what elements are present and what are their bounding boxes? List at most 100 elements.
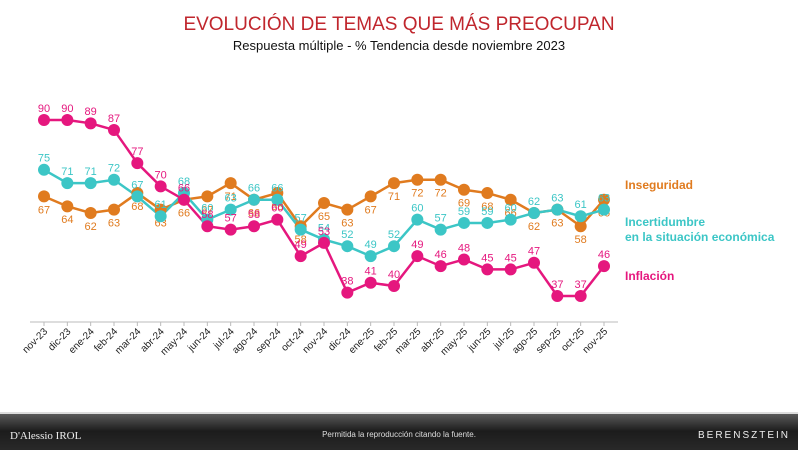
x-tick-label: nov-25 [581, 326, 611, 356]
data-point [61, 177, 74, 190]
data-label: 49 [295, 239, 307, 251]
data-point [574, 290, 587, 302]
data-label: 41 [365, 266, 377, 278]
data-point [271, 213, 284, 226]
data-label: 46 [598, 249, 610, 261]
data-label: 62 [528, 221, 540, 233]
data-point [318, 236, 330, 249]
data-point [271, 193, 284, 206]
data-label: 67 [201, 204, 213, 216]
data-point [108, 123, 120, 136]
data-point [434, 260, 447, 273]
data-label: 57 [295, 212, 307, 224]
data-label: 71 [61, 166, 73, 178]
data-point [551, 290, 564, 302]
data-label: 66 [178, 183, 190, 195]
data-label: 52 [341, 229, 353, 241]
data-point [248, 220, 260, 233]
data-point [598, 193, 610, 206]
x-tick-label: sep-25 [534, 326, 564, 356]
x-tick-label: jun-24 [185, 326, 213, 354]
data-point [341, 286, 354, 299]
data-label: 71 [85, 166, 97, 178]
data-point [481, 263, 494, 276]
x-tick-label: nov-24 [301, 326, 331, 356]
x-tick-label: ago-25 [510, 326, 540, 356]
data-label: 63 [551, 218, 563, 230]
data-label: 72 [435, 188, 447, 200]
data-point [84, 117, 97, 130]
footer-note: Permitida la reproducción citando la fue… [322, 430, 476, 439]
footer: D'Alessio IROL Permitida la reproducción… [0, 412, 798, 450]
data-label: 60 [411, 203, 423, 215]
x-tick-label: nov-23 [21, 326, 51, 356]
data-point [61, 200, 74, 213]
data-label: 72 [411, 188, 423, 200]
data-label: 63 [598, 193, 610, 205]
data-label: 69 [458, 198, 470, 210]
data-label: 45 [481, 252, 493, 264]
data-label: 63 [108, 218, 120, 230]
data-label: 48 [458, 242, 470, 254]
data-point [598, 260, 610, 273]
data-label: 72 [108, 163, 120, 175]
data-point [224, 203, 237, 216]
data-point [434, 223, 447, 236]
data-label: 38 [341, 276, 353, 288]
data-label: 63 [341, 218, 353, 230]
data-label: 75 [38, 153, 50, 165]
data-label: 47 [528, 246, 540, 258]
data-label: 71 [388, 191, 400, 203]
data-label: 67 [365, 204, 377, 216]
data-label: 66 [248, 183, 260, 195]
data-point [434, 173, 447, 186]
data-label: 68 [481, 201, 493, 213]
x-tick-label: may-25 [439, 326, 471, 358]
data-point [458, 253, 470, 266]
data-label: 62 [85, 221, 97, 233]
data-label: 59 [458, 206, 470, 218]
data-label: 60 [505, 203, 517, 215]
data-label: 40 [388, 269, 400, 281]
data-point [458, 183, 470, 196]
data-point [364, 190, 377, 203]
data-label: 46 [435, 249, 447, 261]
data-label: 87 [108, 113, 120, 125]
data-label: 67 [131, 179, 143, 191]
data-label: 60 [201, 203, 213, 215]
data-label: 57 [435, 212, 447, 224]
data-point [341, 203, 354, 216]
data-label: 61 [575, 199, 587, 211]
data-point [504, 263, 517, 276]
data-label: 58 [248, 209, 260, 221]
data-label: 58 [575, 234, 587, 246]
data-label: 77 [131, 146, 143, 158]
data-label: 66 [248, 208, 260, 220]
data-point [528, 256, 540, 269]
x-tick-label: ago-24 [230, 326, 260, 356]
data-point [61, 114, 74, 126]
data-label: 37 [551, 279, 563, 291]
x-tick-label: mar-24 [113, 326, 143, 356]
data-point [341, 240, 354, 253]
data-label: 54 [318, 222, 330, 234]
data-label: 90 [61, 103, 73, 115]
data-label: 63 [551, 193, 563, 205]
x-tick-label: ene-24 [67, 326, 97, 356]
data-point [154, 180, 167, 193]
series-label: Inflación [625, 269, 675, 283]
data-point [248, 193, 260, 206]
x-tick-label: mar-25 [393, 326, 423, 356]
data-point [574, 210, 587, 223]
data-point [131, 157, 144, 170]
data-point [504, 193, 517, 206]
data-point [108, 203, 120, 216]
data-label: 67 [38, 204, 50, 216]
x-tick-label: ene-25 [347, 326, 377, 356]
data-point [318, 197, 330, 210]
data-label: 58 [295, 234, 307, 246]
footer-left-logo: D'Alessio IROL [10, 430, 82, 442]
data-label: 49 [365, 239, 377, 251]
data-label: 90 [38, 103, 50, 115]
data-label: 57 [225, 212, 237, 224]
